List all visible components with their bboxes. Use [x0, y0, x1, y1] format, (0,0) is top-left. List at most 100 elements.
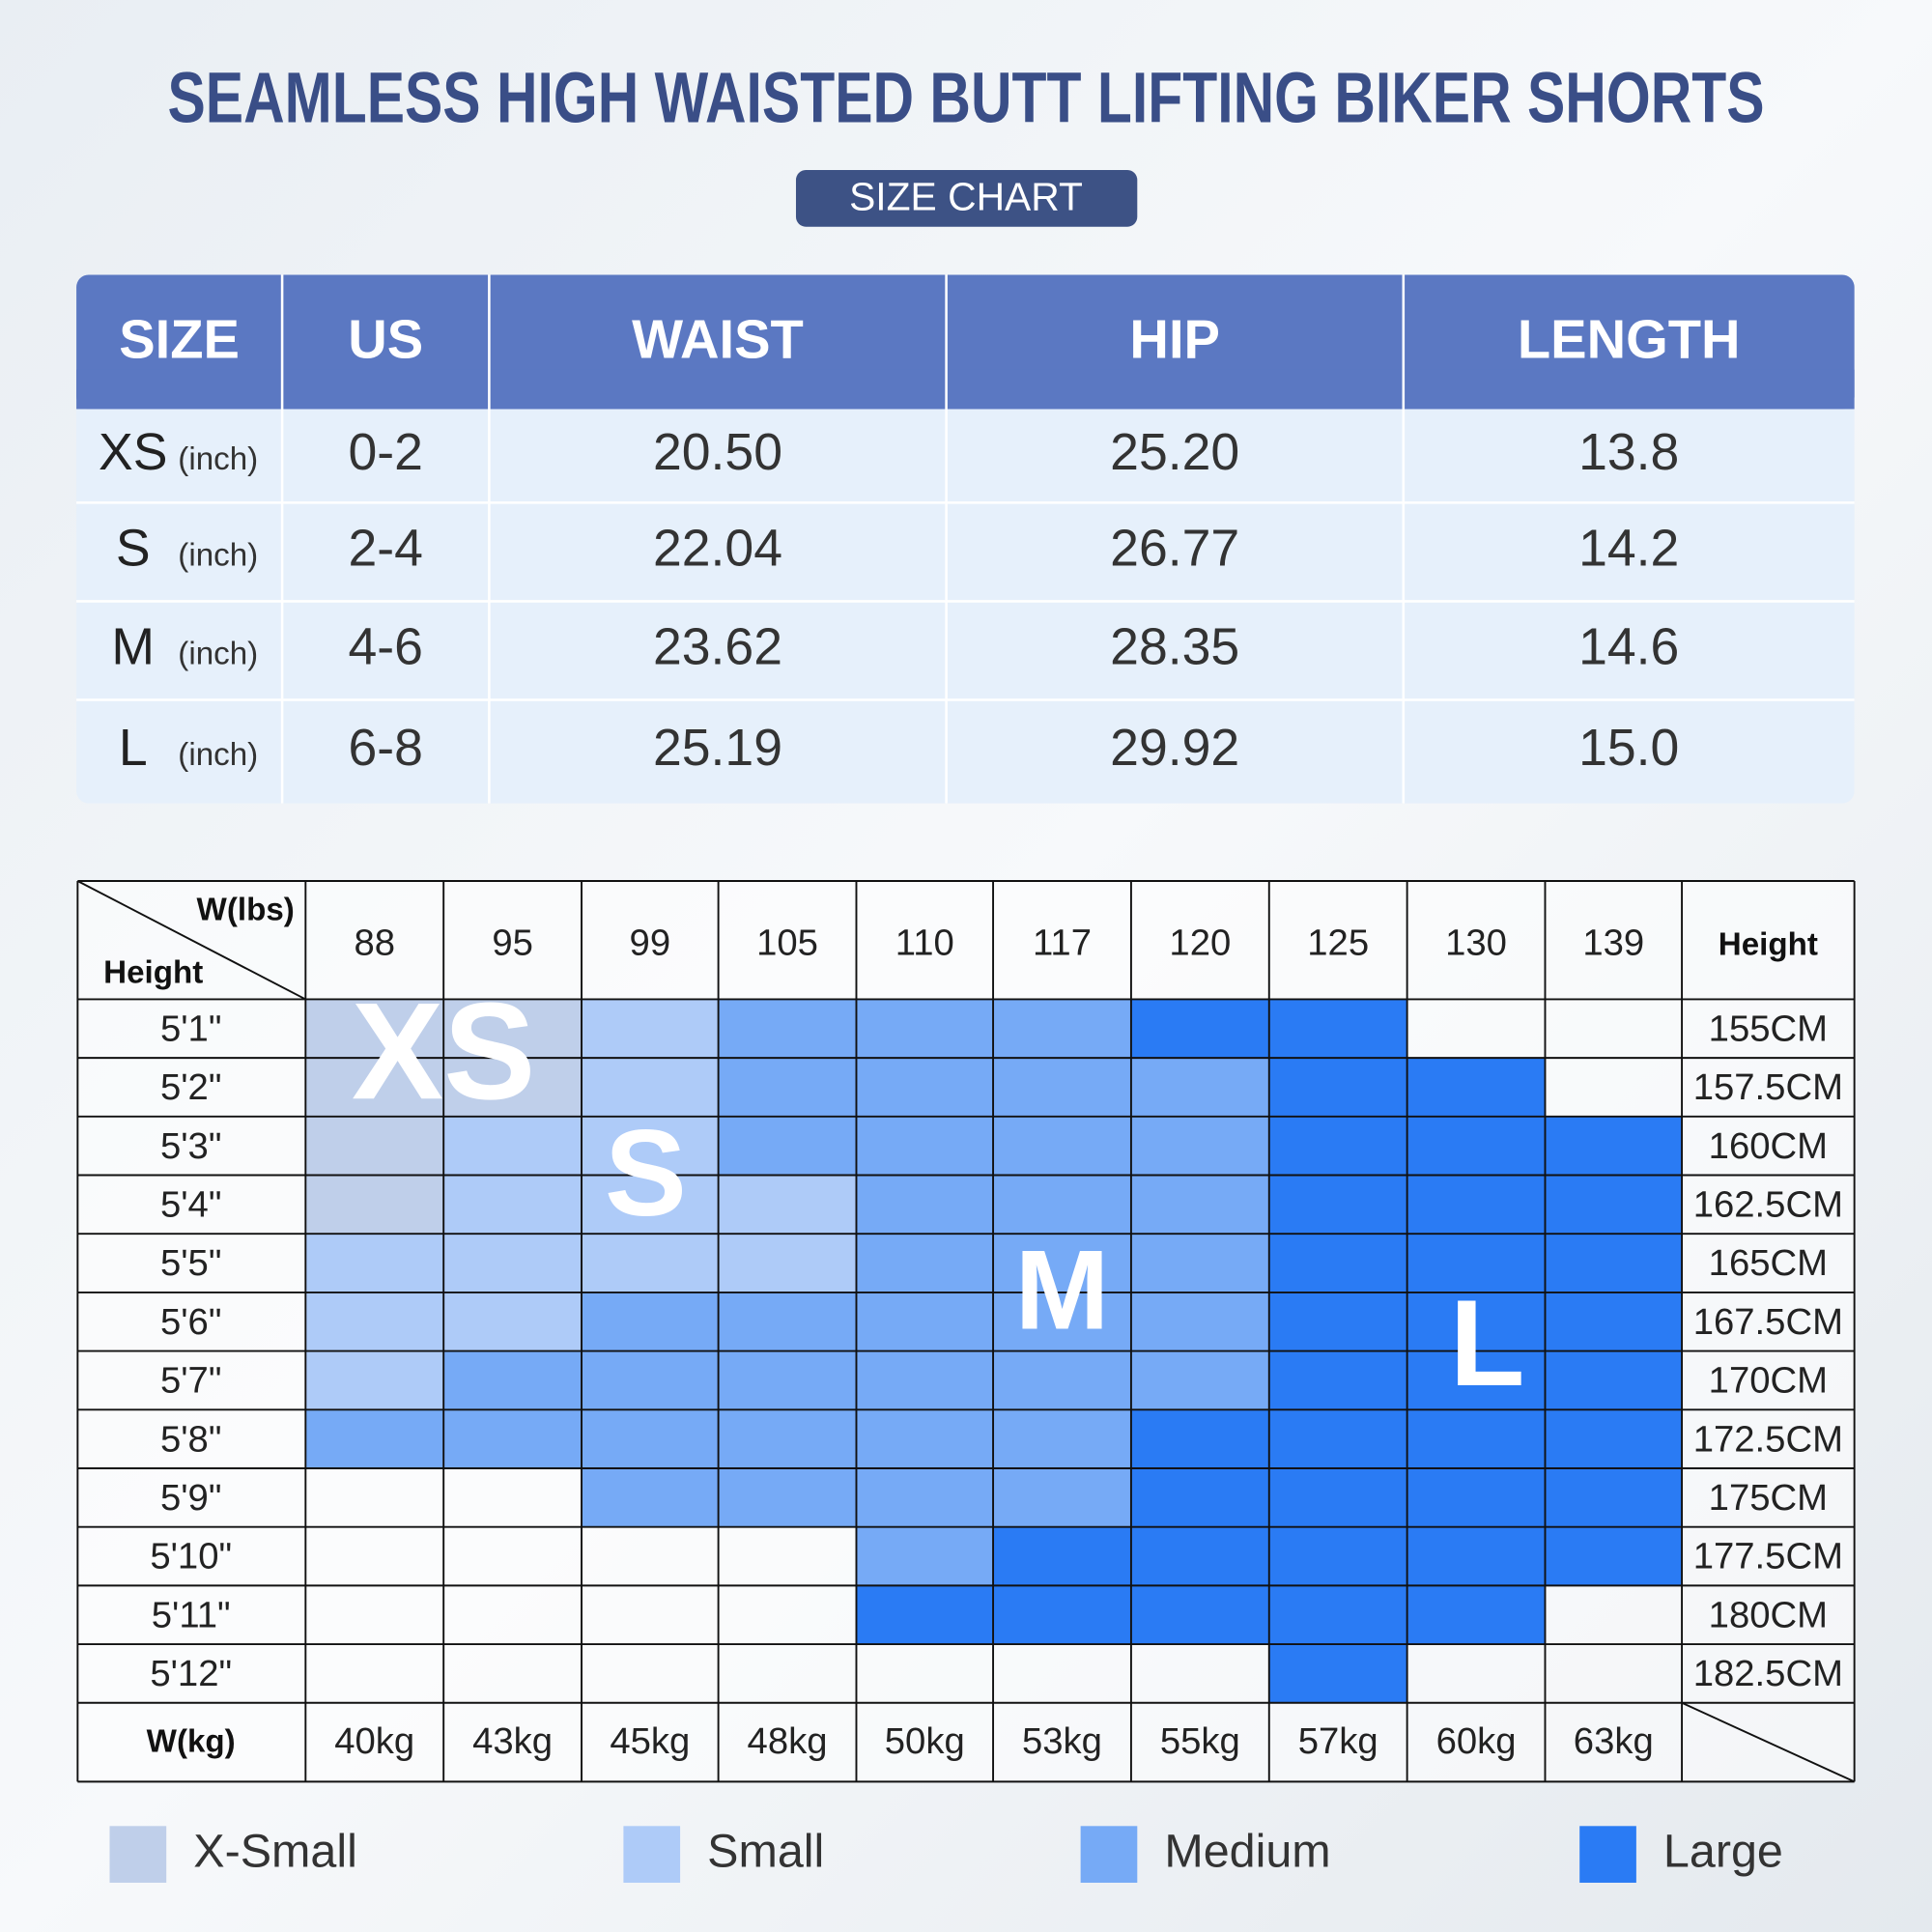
grid-cell	[1268, 1644, 1407, 1703]
grid-cell	[582, 999, 719, 1059]
grid-cell	[1130, 1175, 1269, 1235]
weight-lbs: 139	[1582, 922, 1644, 963]
legend-label: X-Small	[193, 1825, 357, 1877]
weight-lbs: 105	[756, 922, 818, 963]
size-code: L	[119, 720, 148, 777]
height-cm: 175CM	[1709, 1477, 1828, 1519]
grid-cell	[856, 1350, 994, 1410]
weight-kg: 63kg	[1574, 1720, 1654, 1762]
grid-cell	[993, 1350, 1131, 1410]
weight-lbs: 99	[630, 922, 671, 963]
grid-cell	[1130, 1526, 1269, 1586]
height-cm: 165CM	[1709, 1242, 1828, 1284]
size-unit: (inch)	[178, 441, 258, 477]
grid-cell	[1130, 1409, 1269, 1468]
grid-cell	[1130, 999, 1269, 1059]
weight-lbs: 130	[1445, 922, 1507, 963]
grid-cell	[1268, 1234, 1407, 1293]
grid-cell	[305, 1175, 444, 1235]
grid-cell	[1130, 1292, 1269, 1351]
legend-swatch	[1080, 1826, 1138, 1883]
legend-label: Large	[1663, 1825, 1783, 1877]
grid-cell	[443, 1234, 582, 1293]
legend-swatch	[109, 1826, 167, 1883]
grid-cell	[1268, 1058, 1407, 1117]
header-cell: SIZE	[119, 309, 240, 370]
weight-kg: 57kg	[1298, 1720, 1378, 1762]
weight-lbs: 95	[492, 922, 533, 963]
weight-lbs: 110	[895, 922, 954, 963]
grid-cell	[1406, 1234, 1546, 1293]
grid-cell	[443, 1175, 582, 1235]
grid-cell	[582, 1058, 719, 1117]
grid-cell	[1545, 1116, 1683, 1176]
grid-cell	[305, 1234, 444, 1293]
table-cell: 4-6	[349, 619, 423, 676]
grid-cell	[993, 1585, 1131, 1645]
grid-cell	[443, 1058, 582, 1117]
grid-cell	[1406, 1292, 1546, 1351]
grid-cell	[1130, 1350, 1269, 1410]
table-cell: 29.92	[1110, 720, 1239, 777]
grid-cell	[718, 1467, 857, 1527]
zone-label: L	[1450, 1275, 1525, 1412]
grid-cell	[1268, 1175, 1407, 1235]
grid-cell	[1268, 1526, 1407, 1586]
table-cell: 28.35	[1110, 619, 1239, 676]
grid-cell	[443, 1350, 582, 1410]
grid-cell	[305, 1409, 444, 1468]
table-cell: 14.6	[1578, 619, 1679, 676]
grid-cell	[1268, 999, 1407, 1059]
height-cm: 182.5CM	[1693, 1653, 1843, 1694]
grid-cell	[993, 1292, 1131, 1351]
grid-cell	[1406, 1467, 1546, 1527]
grid-cell	[305, 1058, 444, 1117]
zone-label: M	[1015, 1226, 1110, 1352]
grid-cell	[856, 1175, 994, 1235]
grid-cell	[305, 1116, 444, 1176]
grid-cell	[718, 1234, 857, 1293]
grid-cell	[856, 1292, 994, 1351]
table-cell: 13.8	[1578, 424, 1679, 481]
corner-top: W(lbs)	[197, 893, 295, 928]
height-ft: 5'9"	[160, 1477, 221, 1519]
grid-cell	[856, 1058, 994, 1117]
table-cell: 22.04	[653, 521, 782, 578]
grid-cell	[718, 1409, 857, 1468]
kg-label: W(kg)	[147, 1724, 236, 1760]
height-ft: 5'6"	[160, 1301, 221, 1343]
grid-cell	[1545, 1234, 1683, 1293]
corner-left: Height	[103, 955, 203, 991]
grid-cell	[718, 1058, 857, 1117]
grid-cell	[718, 1116, 857, 1176]
weight-kg: 55kg	[1160, 1720, 1240, 1762]
title: SEAMLESS HIGH WAISTED BUTT LIFTING BIKER…	[167, 58, 1764, 138]
grid-cell	[582, 1292, 719, 1351]
grid-cell	[443, 1292, 582, 1351]
table-cell: 20.50	[653, 424, 782, 481]
grid-cell	[1268, 1292, 1407, 1351]
grid-cell	[856, 1585, 994, 1645]
badge-text: SIZE CHART	[849, 174, 1083, 218]
grid-cell	[1268, 1409, 1407, 1468]
grid-cell	[1268, 1585, 1407, 1645]
grid-cell	[993, 1409, 1131, 1468]
height-ft: 5'5"	[160, 1242, 221, 1284]
header-cell: WAIST	[632, 309, 804, 370]
height-ft: 5'12"	[150, 1653, 232, 1694]
grid-cell	[305, 999, 444, 1059]
grid-cell	[718, 1350, 857, 1410]
grid-cell	[1545, 1350, 1683, 1410]
grid-cell	[1406, 1350, 1546, 1410]
legend-swatch	[623, 1826, 681, 1883]
grid-cell	[305, 1292, 444, 1351]
grid-cell	[305, 1350, 444, 1410]
legend-label: Small	[707, 1825, 824, 1877]
weight-kg: 60kg	[1436, 1720, 1517, 1762]
height-cm: 155CM	[1709, 1008, 1828, 1049]
weight-lbs: 125	[1307, 922, 1369, 963]
legend-label: Medium	[1164, 1825, 1330, 1877]
grid-cell	[582, 1467, 719, 1527]
grid-cell	[1406, 1585, 1546, 1645]
grid-cell	[993, 1234, 1131, 1293]
